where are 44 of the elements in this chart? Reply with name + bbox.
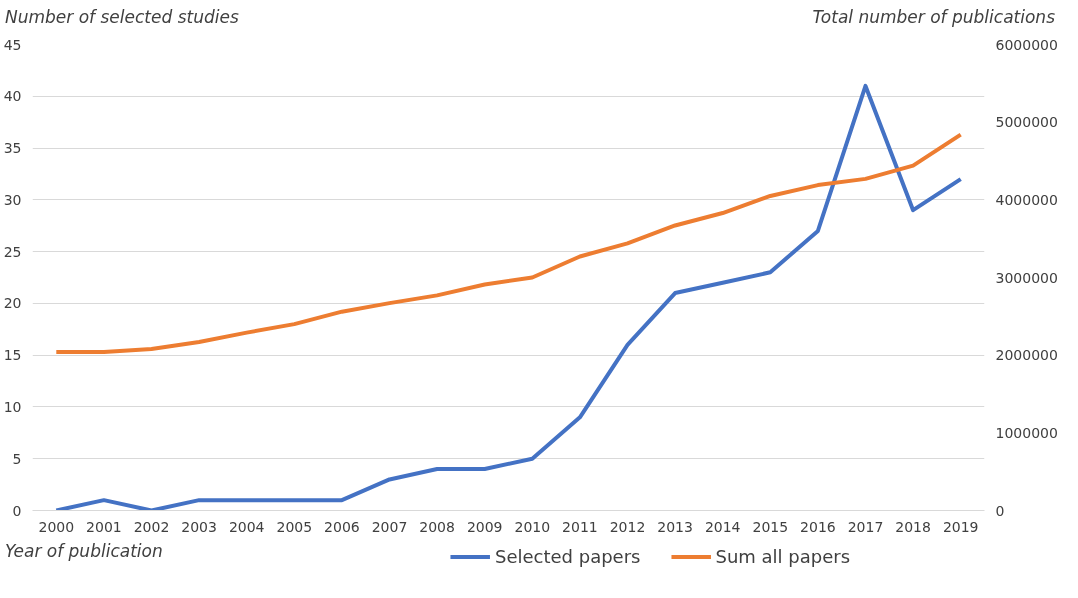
y2-tick-label: 1000000 xyxy=(995,425,1058,442)
x-tick-label: 2008 xyxy=(419,518,455,535)
y2-tick-label: 5000000 xyxy=(995,114,1058,131)
x-tick-label: 2014 xyxy=(704,518,741,535)
x-tick-label: 2016 xyxy=(800,518,836,535)
x-tick-label: 2006 xyxy=(324,518,360,535)
line-series xyxy=(54,84,963,511)
legend-label: Sum all papers xyxy=(715,545,851,567)
y2-tick-label: 6000000 xyxy=(995,36,1058,53)
x-tick-label: 2005 xyxy=(276,518,313,535)
x-tick-label: 2007 xyxy=(371,518,408,535)
y-tick-label: 15 xyxy=(3,347,22,364)
y-tick-label: 40 xyxy=(3,88,22,105)
y2-tick-label: 2000000 xyxy=(995,347,1058,364)
y-tick-label: 25 xyxy=(3,243,22,260)
x-tick-label: 2018 xyxy=(895,518,931,535)
y2-tick-label: 0 xyxy=(995,502,1005,519)
x-tick-label: 2003 xyxy=(181,518,217,535)
legend-label: Selected papers xyxy=(494,545,641,567)
x-tick-label: 2013 xyxy=(657,518,693,535)
x-tick-label: 2019 xyxy=(942,518,979,535)
x-tick-label: 2004 xyxy=(228,518,265,535)
x-tick-label: 2012 xyxy=(609,518,646,535)
x-tick-label: 2010 xyxy=(514,518,551,535)
x-tick-label: 2002 xyxy=(133,518,170,535)
x-axis-title: Year of publication xyxy=(5,540,163,564)
x-tick-label: 2011 xyxy=(562,518,598,535)
y-tick-label: 35 xyxy=(3,140,22,157)
y2-tick-label: 3000000 xyxy=(995,269,1058,286)
y2-tick-label: 4000000 xyxy=(995,192,1058,209)
line-series xyxy=(54,132,963,355)
y-tick-label: 0 xyxy=(12,502,22,519)
y-tick-label: 45 xyxy=(3,36,22,53)
y-tick-label: 20 xyxy=(3,295,22,312)
y2-axis-title: Total number of publications xyxy=(812,6,1055,29)
x-tick-label: 2017 xyxy=(847,518,884,535)
y-tick-label: 5 xyxy=(12,451,22,467)
y-tick-label: 10 xyxy=(3,399,22,416)
x-tick-label: 2000 xyxy=(38,518,75,535)
x-tick-label: 2009 xyxy=(466,518,503,535)
y-axis-title: Number of selected studies xyxy=(5,6,239,29)
y-tick-label: 30 xyxy=(3,192,22,209)
x-tick-label: 2015 xyxy=(752,518,789,535)
x-tick-label: 2001 xyxy=(86,518,122,535)
